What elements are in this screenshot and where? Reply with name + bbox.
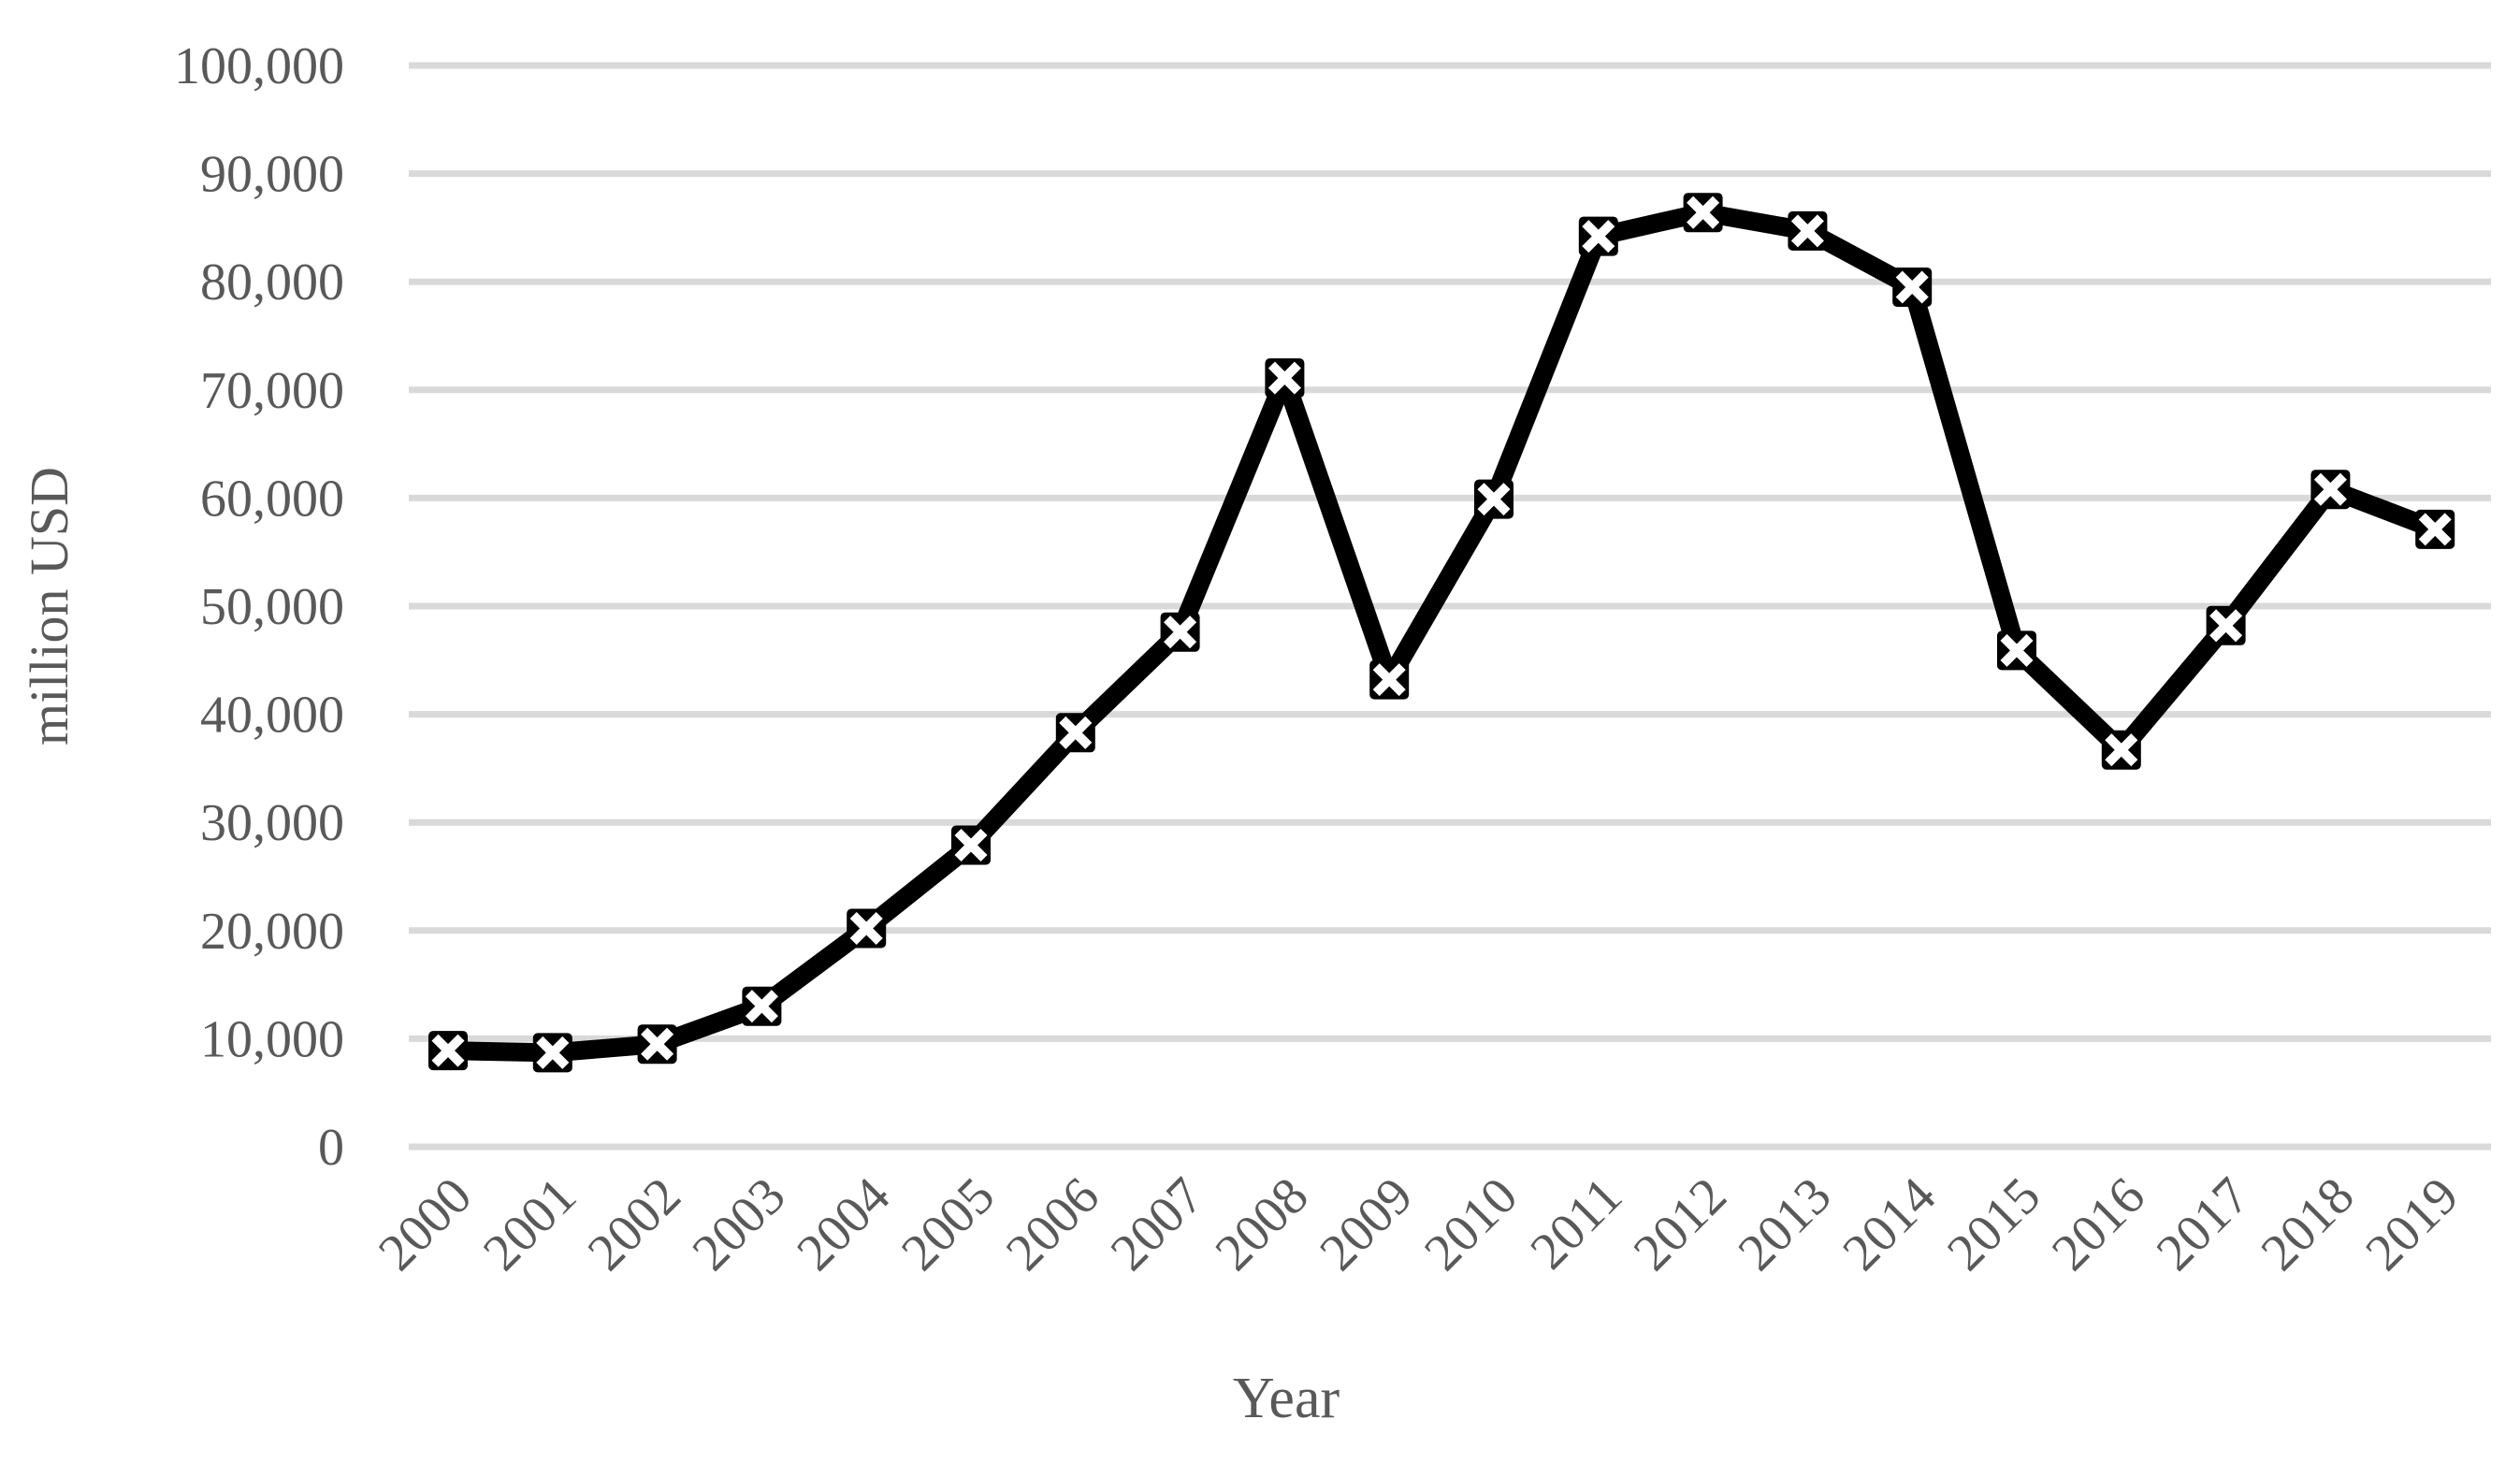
x-tick-label-2000: 2000 bbox=[368, 1166, 483, 1282]
marker-x-stroke-2 bbox=[1477, 483, 1511, 516]
y-tick-label-20000: 20,000 bbox=[200, 903, 344, 961]
x-tick-label-2015: 2015 bbox=[1936, 1166, 2051, 1282]
x-axis-tick-labels: 2000200120022003200420052006200720082009… bbox=[368, 1166, 2469, 1282]
gridlines-group bbox=[409, 62, 2491, 1151]
y-tick-label-0: 0 bbox=[318, 1119, 344, 1177]
marker-x-stroke-2 bbox=[431, 1034, 465, 1067]
y-tick-label-80000: 80,000 bbox=[200, 253, 344, 311]
y-tick-label-90000: 90,000 bbox=[200, 146, 344, 204]
x-tick-label-2013: 2013 bbox=[1728, 1166, 1843, 1282]
data-point-marker-2006 bbox=[1055, 713, 1095, 753]
y-tick-label-60000: 60,000 bbox=[200, 470, 344, 528]
x-tick-label-2018: 2018 bbox=[2251, 1166, 2366, 1282]
marker-x-stroke-2 bbox=[2209, 609, 2243, 643]
data-point-marker-2010 bbox=[1474, 479, 1513, 519]
x-tick-label-2004: 2004 bbox=[786, 1166, 901, 1282]
y-tick-label-50000: 50,000 bbox=[200, 578, 344, 636]
data-point-marker-2005 bbox=[951, 825, 991, 865]
y-axis-title: million USD bbox=[19, 467, 80, 746]
data-point-marker-2016 bbox=[2101, 730, 2141, 770]
y-axis-tick-labels: 0 10,000 20,000 30,000 40,000 50,000 60,000 70,… bbox=[174, 37, 344, 1177]
data-point-marker-2002 bbox=[637, 1024, 677, 1065]
x-tick-label-2006: 2006 bbox=[995, 1166, 1110, 1282]
data-point-marker-2015 bbox=[1997, 630, 2036, 671]
x-tick-label-2002: 2002 bbox=[577, 1166, 692, 1282]
x-tick-label-2012: 2012 bbox=[1623, 1166, 1738, 1282]
x-axis-title: Year bbox=[1233, 1367, 1340, 1430]
data-point-marker-2018 bbox=[2310, 470, 2351, 510]
data-point-marker-2007 bbox=[1160, 612, 1200, 652]
marker-x-stroke-2 bbox=[954, 828, 988, 862]
data-point-marker-2019 bbox=[2415, 509, 2455, 549]
data-series-line bbox=[439, 203, 2445, 1063]
x-tick-label-2019: 2019 bbox=[2354, 1166, 2469, 1282]
marker-x-stroke-2 bbox=[1687, 196, 1720, 229]
marker-x-stroke-2 bbox=[1582, 220, 1615, 253]
data-point-marker-2012 bbox=[1683, 193, 1723, 233]
x-tick-label-2007: 2007 bbox=[1100, 1166, 1215, 1282]
x-tick-label-2003: 2003 bbox=[682, 1166, 797, 1282]
y-tick-label-100000: 100,000 bbox=[174, 37, 344, 95]
x-tick-label-2001: 2001 bbox=[472, 1166, 587, 1282]
y-tick-label-70000: 70,000 bbox=[200, 362, 344, 420]
x-tick-label-2017: 2017 bbox=[2146, 1166, 2261, 1282]
data-point-marker-2004 bbox=[847, 908, 887, 949]
data-point-marker-2008 bbox=[1265, 358, 1305, 398]
y-tick-label-10000: 10,000 bbox=[200, 1010, 344, 1068]
marker-x-stroke-2 bbox=[2418, 513, 2452, 546]
data-point-marker-2001 bbox=[532, 1033, 572, 1073]
data-point-marker-2003 bbox=[742, 986, 782, 1026]
data-point-marker-2013 bbox=[1788, 210, 1828, 251]
marker-x-stroke-2 bbox=[1790, 214, 1824, 248]
y-tick-label-40000: 40,000 bbox=[200, 687, 344, 745]
x-tick-label-2016: 2016 bbox=[2041, 1166, 2156, 1282]
marker-x-stroke-2 bbox=[849, 911, 883, 946]
marker-x-stroke-2 bbox=[745, 990, 778, 1023]
marker-x-stroke-2 bbox=[1267, 361, 1301, 395]
marker-x-stroke-2 bbox=[1059, 716, 1093, 749]
data-series-group bbox=[428, 193, 2455, 1073]
x-tick-label-2008: 2008 bbox=[1205, 1166, 1320, 1282]
data-point-marker-2009 bbox=[1369, 659, 1410, 700]
marker-x-stroke-2 bbox=[641, 1027, 674, 1061]
data-point-marker-2000 bbox=[428, 1031, 468, 1071]
marker-x-stroke-2 bbox=[536, 1036, 570, 1069]
y-tick-label-30000: 30,000 bbox=[200, 794, 344, 852]
marker-x-stroke-2 bbox=[1372, 663, 1406, 697]
marker-x-stroke-2 bbox=[2000, 633, 2034, 667]
x-tick-label-2010: 2010 bbox=[1413, 1166, 1528, 1282]
marker-x-stroke-2 bbox=[1164, 616, 1197, 649]
x-tick-label-2005: 2005 bbox=[891, 1166, 1006, 1282]
x-tick-label-2009: 2009 bbox=[1309, 1166, 1424, 1282]
marker-x-stroke-2 bbox=[2105, 733, 2138, 767]
x-tick-label-2011: 2011 bbox=[1519, 1166, 1633, 1281]
data-point-marker-2011 bbox=[1578, 216, 1618, 256]
data-point-marker-2017 bbox=[2206, 605, 2246, 645]
marker-x-stroke-2 bbox=[2313, 472, 2347, 506]
x-tick-label-2014: 2014 bbox=[1832, 1166, 1947, 1282]
data-point-marker-2014 bbox=[1892, 268, 1933, 307]
marker-x-stroke-2 bbox=[1895, 270, 1929, 304]
